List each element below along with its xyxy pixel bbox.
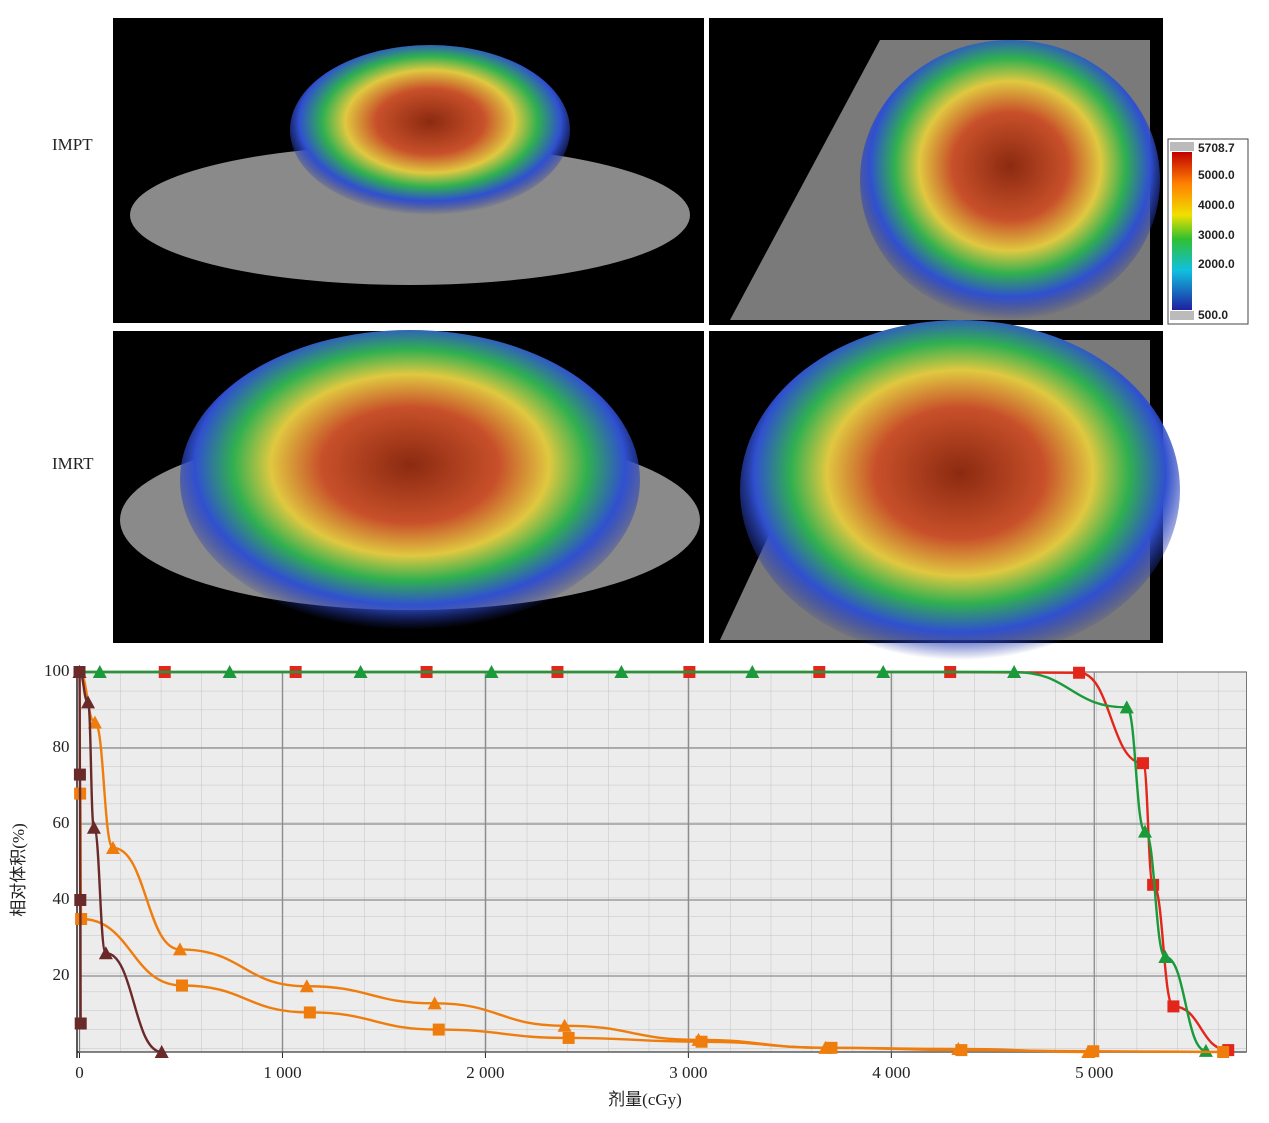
marker — [92, 665, 107, 678]
marker — [1158, 950, 1173, 963]
y-tick-label: 20 — [53, 965, 70, 984]
marker — [172, 942, 187, 956]
colorbar-label: 4000.0 — [1198, 198, 1235, 212]
marker — [86, 820, 101, 834]
marker — [1147, 878, 1160, 891]
marker — [303, 1006, 316, 1019]
marker — [1073, 666, 1086, 679]
marker — [1138, 824, 1153, 838]
x-tick-label: 0 — [75, 1063, 84, 1082]
colorbar-label: 5708.7 — [1198, 141, 1235, 155]
x-tick-label: 3 000 — [669, 1063, 707, 1082]
marker — [691, 1032, 706, 1046]
colorbar-label: 2000.0 — [1198, 257, 1235, 271]
marker — [72, 665, 87, 678]
marker — [1007, 665, 1022, 678]
x-tick-label: 1 000 — [263, 1063, 301, 1082]
marker — [1081, 1045, 1096, 1058]
x-axis-label: 剂量(cGy) — [608, 1090, 682, 1109]
marker — [87, 715, 102, 729]
marker — [105, 840, 120, 854]
y-tick-label: 60 — [53, 813, 70, 832]
y-axis-label: 相对体积(%) — [9, 823, 28, 916]
colorbar-label: 3000.0 — [1198, 228, 1235, 242]
marker — [562, 1031, 575, 1044]
y-tick-label: 100 — [44, 661, 70, 680]
marker — [614, 665, 629, 678]
marker — [222, 665, 237, 678]
marker — [557, 1018, 572, 1032]
x-tick-label: 2 000 — [466, 1063, 504, 1082]
marker — [1136, 757, 1149, 770]
marker — [1167, 1000, 1180, 1013]
marker — [484, 665, 499, 678]
marker — [432, 1023, 445, 1036]
marker — [427, 996, 442, 1010]
x-tick-label: 4 000 — [872, 1063, 910, 1082]
series-line — [78, 670, 82, 1025]
colorbar: 5708.7 5000.0 4000.0 3000.0 2000.0 500.0 — [1167, 138, 1249, 325]
marker — [1198, 1043, 1213, 1057]
marker — [175, 979, 188, 992]
x-tick-label: 5 000 — [1075, 1063, 1113, 1082]
row-label: IMPT — [52, 135, 93, 154]
marker — [1119, 700, 1134, 714]
y-tick-label: 80 — [53, 737, 70, 756]
minor-grid — [79, 672, 1247, 1052]
marker — [299, 979, 314, 993]
dvh-chart: 0 1 000 2 000 3 000 4 000 5 000 20 40 60 80 100 — [44, 661, 1247, 1082]
y-tick-label: 40 — [53, 889, 70, 908]
colorbar-label: 500.0 — [1198, 308, 1228, 322]
marker — [73, 768, 86, 781]
marker — [745, 665, 760, 678]
marker — [1217, 1046, 1230, 1058]
colorbar-label: 5000.0 — [1198, 168, 1235, 182]
marker — [951, 1041, 966, 1055]
marker — [876, 665, 891, 678]
marker — [98, 946, 113, 960]
marker — [74, 894, 87, 906]
marker — [74, 1017, 87, 1030]
marker — [154, 1045, 169, 1058]
ct-panels — [113, 18, 1180, 660]
marker — [353, 665, 368, 678]
row-label: IMRT — [52, 454, 94, 473]
marker — [818, 1040, 833, 1054]
marker — [81, 695, 96, 709]
